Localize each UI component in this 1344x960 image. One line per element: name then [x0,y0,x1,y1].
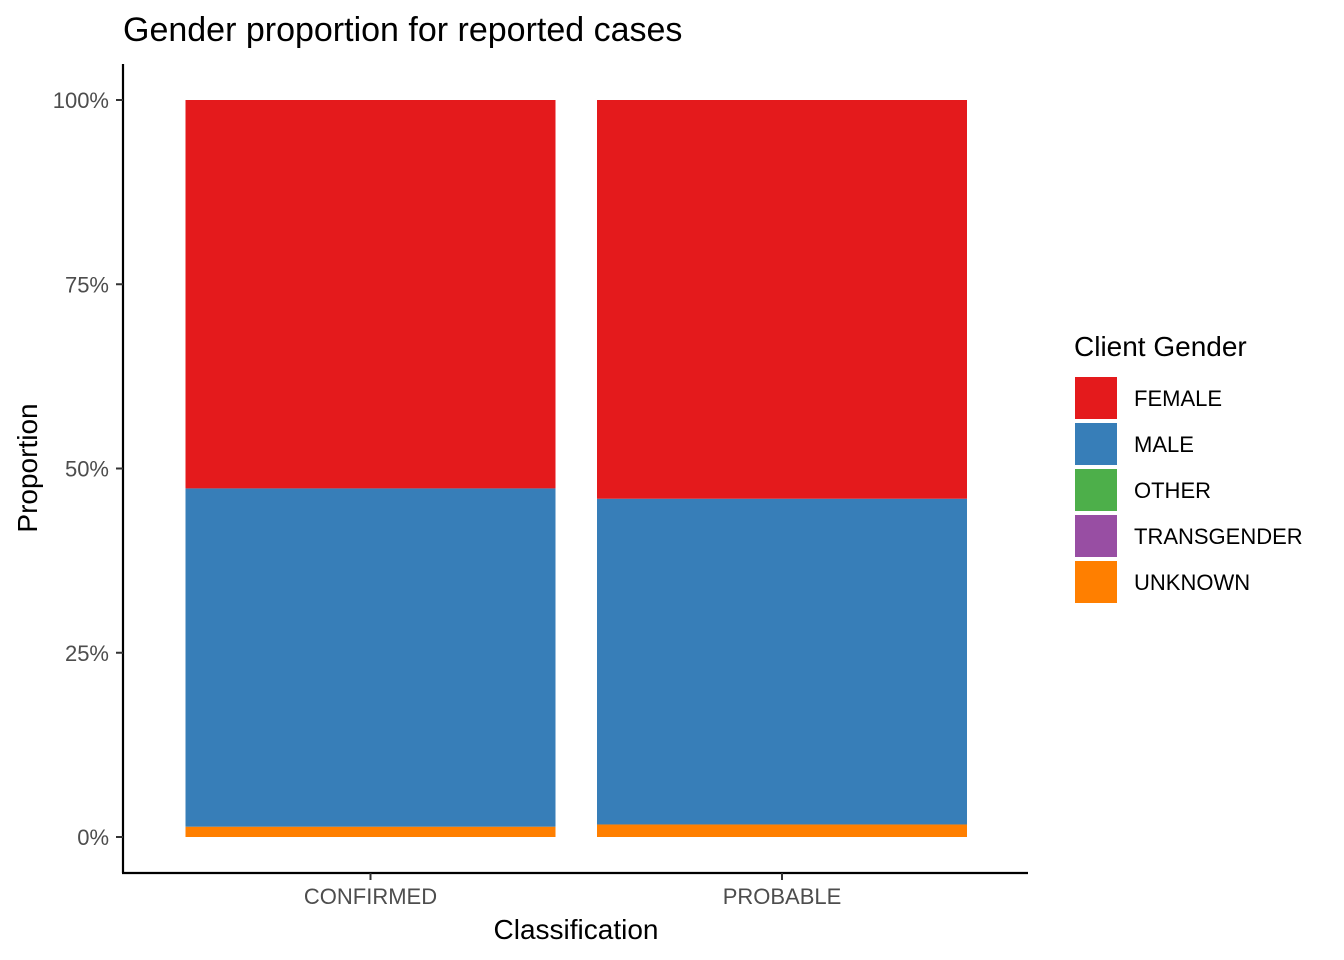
y-tick-label: 0% [77,825,109,850]
y-ticks-group: 0% 25% 50% 75% 100% [53,88,123,850]
bar-probable-male [597,498,967,825]
chart-title: Gender proportion for reported cases [123,11,682,49]
x-tick-label: PROBABLE [723,884,842,909]
legend-swatch-unknown [1075,561,1117,603]
legend-swatch-male [1075,423,1117,465]
legend-swatch-other [1075,469,1117,511]
bar-probable-unknown [597,824,967,837]
y-tick-label: 25% [65,641,109,666]
legend-label-female: FEMALE [1134,386,1222,411]
legend-title: Client Gender [1074,331,1247,362]
bar-confirmed-male [185,488,556,827]
y-axis-title: Proportion [12,403,43,532]
y-tick-label: 50% [65,457,109,482]
bar-probable-female [597,100,967,499]
legend-label-other: OTHER [1134,478,1211,503]
bar-confirmed-female [185,100,556,489]
x-tick-label: CONFIRMED [304,884,437,909]
bar-confirmed-unknown [185,826,556,837]
legend-swatch-transgender [1075,515,1117,557]
y-tick-label: 100% [53,88,109,113]
legend-label-male: MALE [1134,432,1194,457]
legend-label-transgender: TRANSGENDER [1134,524,1303,549]
x-axis-title: Classification [494,914,659,945]
legend: Client Gender FEMALE MALE OTHER TRANSGENDER… [1074,331,1303,603]
legend-label-unknown: UNKNOWN [1134,570,1250,595]
bars-group [185,100,967,837]
legend-swatch-female [1075,377,1117,419]
y-tick-label: 75% [65,272,109,297]
x-ticks-group: CONFIRMED PROBABLE [304,873,841,909]
